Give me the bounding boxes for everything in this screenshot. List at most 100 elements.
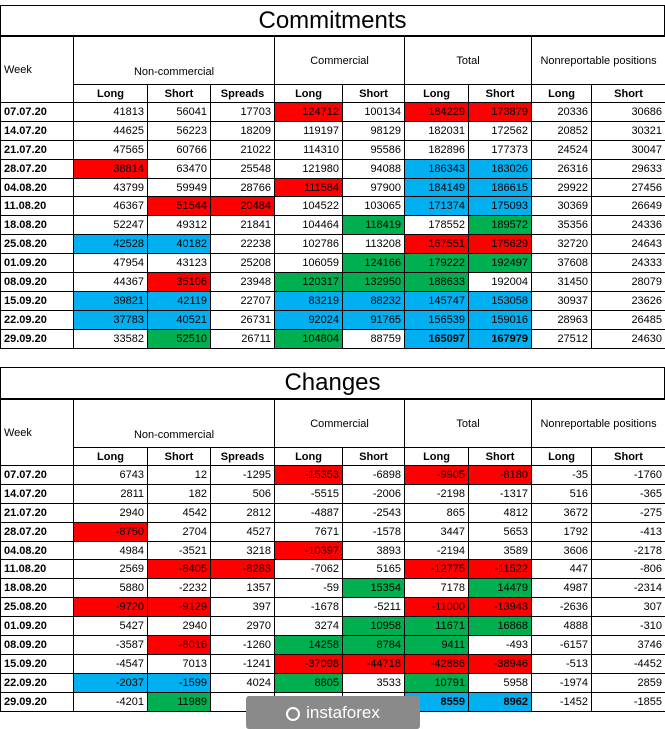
table-row: 04.08.20 43799 59949 28766 111584 97900 184149… (0, 177, 665, 198)
week-cell: 01.09.20 (0, 616, 74, 637)
value-cell: 29633 (591, 158, 665, 179)
value-cell: 26316 (531, 158, 593, 179)
commercial-header: Commercial (274, 399, 406, 448)
value-cell: 132950 (342, 272, 406, 292)
value-cell: 14258 (274, 635, 344, 655)
value-cell: 172562 (468, 120, 533, 141)
value-cell: 37783 (73, 309, 148, 330)
value-cell: 20336 (531, 102, 593, 122)
value-cell: 4984 (73, 540, 148, 561)
value-cell: 28766 (209, 177, 276, 198)
nonreportable-header: Nonreportable positions (531, 399, 665, 448)
value-cell: 26485 (591, 309, 665, 330)
value-cell: 159016 (468, 309, 533, 330)
value-cell: 184229 (404, 102, 470, 122)
value-cell: 2859 (591, 672, 665, 693)
value-cell: 31450 (531, 272, 593, 292)
value-cell: 173879 (468, 102, 533, 122)
value-cell: -4887 (274, 502, 344, 523)
value-cell: -4201 (73, 691, 148, 712)
value-cell: 167551 (404, 234, 470, 255)
value-cell: -8016 (147, 635, 211, 655)
value-cell: 40182 (147, 234, 211, 255)
week-cell: 07.07.20 (0, 465, 74, 485)
subheader-spreads: Spreads (209, 84, 276, 103)
value-cell: 111584 (274, 177, 344, 198)
value-cell: 25208 (209, 253, 276, 274)
week-header: Week (0, 36, 74, 103)
value-cell: 516 (531, 483, 593, 504)
week-cell: 07.07.20 (0, 102, 74, 122)
value-cell: -1295 (209, 465, 276, 485)
value-cell: 106059 (274, 253, 344, 274)
value-cell: 186615 (468, 177, 533, 198)
value-cell: 16868 (468, 616, 533, 637)
value-cell: 3274 (274, 616, 344, 637)
value-cell: 22707 (209, 290, 276, 311)
value-cell: 100134 (342, 102, 406, 122)
total-header: Total (404, 399, 533, 448)
value-cell: -5211 (342, 597, 406, 618)
value-cell: 2812 (209, 502, 276, 523)
value-cell: 12 (147, 465, 211, 485)
value-cell: 30686 (591, 102, 665, 122)
table-row: 14.07.20 2811 182 506 -5515 -2006 -2198 -1317 51… (0, 483, 665, 504)
value-cell: -4547 (73, 653, 148, 674)
value-cell: -9129 (147, 597, 211, 618)
value-cell: 1792 (531, 521, 593, 542)
value-cell: -3521 (147, 540, 211, 561)
value-cell: 167979 (468, 328, 533, 349)
value-cell: 27456 (591, 177, 665, 198)
value-cell: -44718 (342, 653, 406, 674)
week-cell: 01.09.20 (0, 253, 74, 274)
value-cell: -12775 (404, 559, 470, 580)
week-cell: 22.09.20 (0, 672, 74, 693)
table-row: 15.09.20 39821 42119 22707 83219 88232 145747 1… (0, 290, 665, 311)
value-cell: -1578 (342, 521, 406, 542)
subheader-long: Long (531, 84, 593, 103)
subheader-long: Long (274, 84, 344, 103)
value-cell: 43799 (73, 177, 148, 198)
value-cell: 94088 (342, 158, 406, 179)
commercial-header: Commercial (274, 36, 406, 85)
value-cell: 4888 (531, 616, 593, 637)
value-cell: 21841 (209, 215, 276, 236)
table-row: 14.07.20 44625 56223 18209 119197 98129 182031… (0, 120, 665, 141)
value-cell: -1260 (209, 635, 276, 655)
week-cell: 15.09.20 (0, 290, 74, 311)
value-cell: 104464 (274, 215, 344, 236)
value-cell: 32720 (531, 234, 593, 255)
value-cell: 44367 (73, 272, 148, 292)
value-cell: 2940 (147, 616, 211, 637)
subheader-short: Short (147, 84, 211, 103)
week-cell: 21.07.20 (0, 502, 74, 523)
value-cell: 153058 (468, 290, 533, 311)
week-cell: 22.09.20 (0, 309, 74, 330)
value-cell: -365 (591, 483, 665, 504)
value-cell: -1855 (591, 691, 665, 712)
week-cell: 28.07.20 (0, 158, 74, 179)
value-cell: 7178 (404, 578, 470, 599)
value-cell: -493 (468, 635, 533, 655)
value-cell: 10791 (404, 672, 470, 693)
value-cell: -13943 (468, 597, 533, 618)
value-cell: 189572 (468, 215, 533, 236)
value-cell: 4024 (209, 672, 276, 693)
value-cell: 18209 (209, 120, 276, 141)
value-cell: 4987 (531, 578, 593, 599)
value-cell: 24643 (591, 234, 665, 255)
value-cell: 171374 (404, 196, 470, 217)
table-row: 21.07.20 2940 4542 2812 -4887 -2543 865 4812 367… (0, 502, 665, 523)
value-cell: 183026 (468, 158, 533, 179)
value-cell: 5427 (73, 616, 148, 637)
value-cell: -3587 (73, 635, 148, 655)
value-cell: 8962 (468, 691, 533, 712)
week-cell: 29.09.20 (0, 328, 74, 349)
value-cell: -2037 (73, 672, 148, 693)
week-cell: 14.07.20 (0, 120, 74, 141)
value-cell: 44625 (73, 120, 148, 141)
value-cell: 186343 (404, 158, 470, 179)
value-cell: 43123 (147, 253, 211, 274)
value-cell: 20852 (531, 120, 593, 141)
value-cell: 6743 (73, 465, 148, 485)
